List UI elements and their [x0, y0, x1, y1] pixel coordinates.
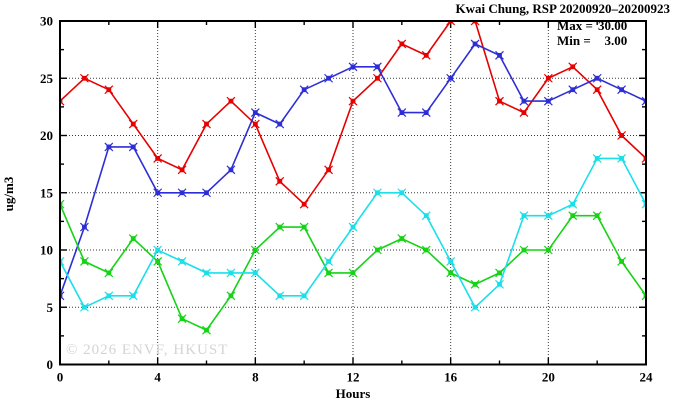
svg-text:0: 0 — [57, 370, 64, 385]
series-red-markers — [60, 21, 646, 209]
svg-text:30: 30 — [40, 14, 53, 29]
y-tick-labels: 0 5 10 15 20 25 30 — [40, 14, 54, 373]
series-green-markers — [60, 199, 646, 335]
watermark: © 2026 ENVF, HKUST — [66, 342, 229, 358]
series-blue-markers — [60, 39, 646, 301]
svg-text:0: 0 — [47, 357, 54, 372]
svg-text:4: 4 — [154, 370, 161, 385]
max-min-annotation: Max = 30.00 Min = 3.00 — [557, 18, 627, 48]
min-label: Min = — [557, 33, 591, 48]
y-axis-label: ug/m3 — [1, 176, 16, 212]
svg-text:10: 10 — [40, 243, 53, 258]
series-cyan-markers — [60, 153, 646, 312]
svg-text:25: 25 — [40, 71, 54, 86]
x-tick-labels: 0 4 8 12 16 20 24 — [57, 370, 653, 385]
max-label: Max = — [557, 18, 593, 33]
svg-text:20: 20 — [542, 370, 555, 385]
svg-text:20: 20 — [40, 128, 53, 143]
svg-text:5: 5 — [47, 300, 54, 315]
max-value: 30.00 — [597, 18, 628, 33]
x-axis-label: Hours — [335, 386, 371, 401]
svg-text:15: 15 — [40, 185, 54, 200]
min-value: 3.00 — [604, 33, 628, 48]
svg-text:16: 16 — [444, 370, 458, 385]
chart-title: Kwai Chung, RSP 20200920–20200923 — [455, 1, 670, 16]
svg-text:12: 12 — [347, 370, 360, 385]
svg-text:8: 8 — [252, 370, 259, 385]
svg-text:24: 24 — [640, 370, 654, 385]
